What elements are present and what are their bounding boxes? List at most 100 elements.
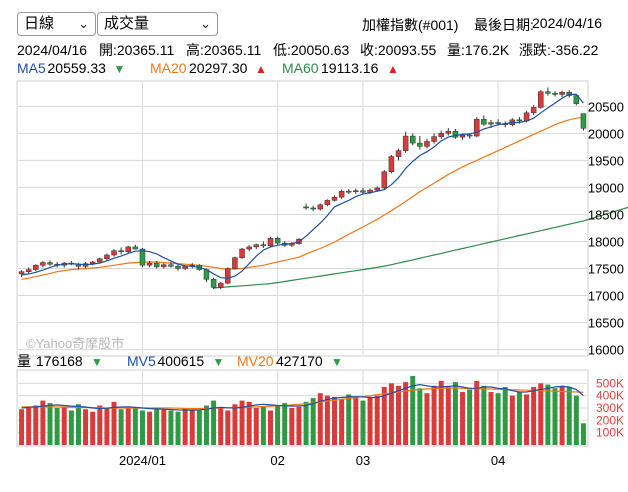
price-tick-label: 19500 — [588, 153, 624, 168]
volume-legend-arrow: ▼ — [331, 355, 343, 369]
volume-legend: 量 176168 ▼ MV5 400615 ▼ MV20 427170 ▼ — [17, 353, 343, 369]
volume-bar — [175, 411, 181, 445]
candle-body — [139, 248, 146, 266]
price-tick-label: 20000 — [588, 126, 624, 141]
volume-tick-label: 400K — [596, 389, 624, 403]
volume-bar — [303, 401, 309, 445]
candle-body — [338, 190, 345, 198]
volume-bar — [282, 403, 288, 445]
candle-body — [168, 264, 174, 267]
index-name: 加權指數(#001) — [362, 17, 459, 33]
volume-bar — [452, 382, 458, 445]
candle-body — [33, 265, 39, 270]
volume-legend-value: 176168 — [36, 353, 83, 369]
volume-bar — [253, 408, 259, 445]
candle-body — [260, 244, 267, 247]
price-tick-label: 18500 — [588, 207, 624, 222]
volume-bar — [467, 389, 473, 445]
volume-bar — [502, 387, 508, 445]
ma20-polyline — [21, 116, 584, 280]
mv20-polyline — [21, 387, 584, 410]
volume-bar — [367, 396, 373, 445]
volume-legend-value: 400615 — [158, 353, 205, 369]
candle-body — [580, 113, 587, 129]
ohlc-row: 2024/04/16 開:20365.11 高:20365.11 低:20050.63… — [17, 42, 599, 58]
candle-body — [97, 258, 103, 263]
candle-body — [459, 134, 466, 138]
volume-bar — [111, 401, 117, 445]
price-panel-frame — [16, 80, 589, 357]
ma-legend-label: MA60 — [282, 60, 319, 76]
volume-bar — [488, 391, 494, 445]
volume-bar — [538, 383, 544, 445]
volume-bar — [417, 388, 423, 445]
candle-body — [345, 190, 352, 193]
candle-body — [353, 190, 359, 192]
volume-bar — [33, 405, 39, 445]
candle-body — [573, 95, 580, 104]
candle-body — [530, 107, 537, 114]
candle-body — [374, 187, 380, 191]
volume-bar — [360, 400, 366, 445]
candle-body — [466, 134, 473, 137]
mv5-polyline — [21, 383, 584, 411]
ma-legend-arrow: ▲ — [255, 62, 267, 76]
candles — [18, 87, 587, 290]
period-select-value: 日線 — [24, 15, 55, 32]
volume-bar — [203, 405, 209, 445]
candle-body — [161, 264, 167, 268]
candle-body — [104, 254, 110, 260]
candle-body — [310, 207, 316, 210]
last-date: 2024/04/16 — [532, 15, 603, 31]
volume-legend-label: MV5 — [127, 353, 156, 369]
volume-legend-label: MV20 — [237, 353, 274, 369]
volume-tick-label: 200K — [596, 413, 624, 427]
indicator-select[interactable]: 成交量 ⌄ — [97, 12, 218, 36]
volume-bar — [26, 408, 32, 445]
x-axis-label: 02 — [270, 453, 284, 468]
candle-body — [182, 266, 188, 269]
volume-bar — [410, 375, 416, 445]
volume-bar — [196, 410, 202, 445]
ohlc-high: 高:20365.11 — [186, 42, 261, 58]
ma5-polyline — [21, 93, 584, 279]
ma20-line — [21, 116, 584, 280]
candle-body — [253, 244, 260, 248]
volume-bar — [211, 400, 217, 445]
volume-bar — [289, 408, 295, 445]
chevron-down-icon: ⌄ — [78, 16, 89, 31]
x-axis: 2024/01 02 03 04 — [119, 453, 505, 468]
price-tick-label: 16500 — [588, 316, 624, 331]
ma-legend-label: MA20 — [150, 60, 187, 76]
candle-body — [210, 279, 217, 288]
volume-bar — [481, 385, 487, 445]
period-select[interactable]: 日線 ⌄ — [17, 12, 96, 36]
candle-body — [324, 200, 331, 205]
volume-bar — [125, 406, 131, 445]
x-axis-label: 03 — [356, 453, 370, 468]
candle-body — [402, 135, 409, 151]
candle-body — [239, 248, 245, 258]
candle-body — [146, 262, 153, 266]
candle-body — [559, 92, 565, 95]
watermark: ©Yahoo奇摩股市 — [26, 336, 124, 351]
volume-bar — [83, 409, 89, 445]
price-tick-label: 17500 — [588, 262, 624, 277]
candle-body — [274, 237, 281, 244]
ohlc-close: 收:20093.55 — [360, 42, 436, 58]
volume-legend-value: 427170 — [276, 353, 323, 369]
volume-bar — [324, 395, 330, 445]
volume-bar — [154, 408, 160, 445]
indicator-select-value: 成交量 — [104, 15, 150, 32]
volume-tick-label: 100K — [596, 426, 624, 440]
volume-bar — [524, 394, 530, 445]
candle-body — [232, 257, 238, 269]
candle-body — [217, 282, 224, 288]
candle-body — [246, 246, 252, 250]
volume-bar — [40, 400, 46, 445]
volume-bar — [339, 399, 345, 445]
volume-legend-arrow: ▼ — [213, 355, 225, 369]
volume-bar — [516, 391, 522, 445]
price-tick-label: 19000 — [588, 180, 624, 195]
ma-legend-value: 19113.16 — [321, 60, 379, 76]
